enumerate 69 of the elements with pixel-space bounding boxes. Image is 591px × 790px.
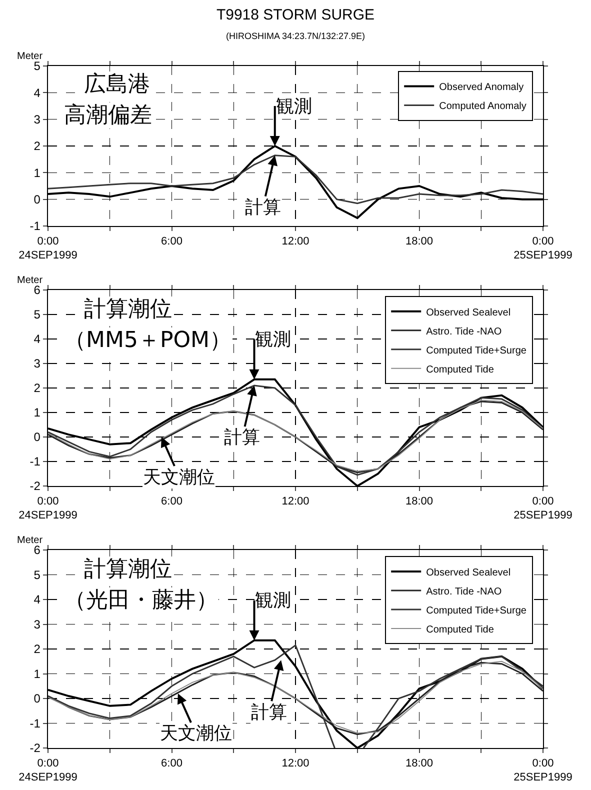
- x-tick-label: 6:00: [161, 495, 182, 508]
- x-tick-label: 18:00: [405, 235, 434, 248]
- legend-label: Observed Anomaly: [439, 82, 524, 94]
- annotation: 高潮偏差: [64, 103, 152, 128]
- y-tick-label: 6: [34, 543, 41, 558]
- y-tick-label: 4: [34, 332, 41, 346]
- y-tick-label: 1: [34, 166, 41, 180]
- y-tick-label: -2: [30, 479, 41, 494]
- y-tick-label: 3: [34, 112, 41, 127]
- x-tick-label: 0:00 24SEP1999: [18, 495, 78, 522]
- y-tick-label: 5: [34, 59, 41, 74]
- y-tick-label: 6: [34, 283, 41, 298]
- y-tick-label: 2: [34, 139, 41, 154]
- x-tick-label: 18:00: [405, 495, 434, 508]
- legend-label: Computed Tide+Surge: [426, 345, 527, 356]
- annotation: 計算: [224, 427, 260, 448]
- y-tick-label: 5: [34, 308, 41, 322]
- annotation: 計算潮位: [84, 557, 172, 582]
- y-tick-label: 4: [34, 86, 41, 100]
- annotation: 計算潮位: [84, 297, 172, 322]
- legend-label: Astro. Tide -NAO: [426, 326, 502, 338]
- y-tick-label: -1: [30, 716, 41, 730]
- annotation: 天文潮位: [143, 467, 215, 488]
- legend-label: Astro. Tide -NAO: [426, 586, 502, 598]
- x-tick-label: 12:00: [282, 495, 310, 508]
- x-tick-label: 12:00: [282, 235, 310, 248]
- annotation: 観測: [255, 329, 291, 350]
- y-tick-label: 1: [34, 666, 41, 681]
- annotation: 広島港: [84, 72, 150, 97]
- y-tick-label: 2: [34, 381, 41, 396]
- y-tick-label: 4: [34, 592, 41, 607]
- x-tick-label: 0:00 25SEP1999: [514, 757, 572, 784]
- legend-label: Computed Tide: [426, 364, 494, 376]
- annotation: 観測: [276, 96, 312, 117]
- x-tick-label: 0:00 24SEP1999: [18, 235, 78, 262]
- y-tick-label: 1: [34, 406, 41, 420]
- x-tick-label: 6:00: [161, 235, 182, 248]
- annotation: 天文潮位: [160, 723, 232, 744]
- y-tick-label: -1: [30, 454, 41, 469]
- legend-label: Observed Sealevel: [426, 567, 511, 578]
- legend-label: Computed Tide+Surge: [426, 605, 527, 616]
- chart-title: T9918 STORM SURGE: [216, 6, 375, 24]
- y-tick-label: -1: [30, 219, 41, 234]
- legend-label: Observed Sealevel: [426, 307, 511, 318]
- annotation: 計算: [251, 702, 287, 723]
- y-tick-label: 3: [34, 356, 41, 371]
- y-tick-label: 0: [34, 692, 41, 706]
- x-tick-label: 18:00: [405, 757, 434, 770]
- y-tick-label: 0: [34, 430, 41, 444]
- legend-label: Computed Tide: [426, 624, 494, 636]
- x-tick-label: 0:00 25SEP1999: [514, 235, 572, 262]
- legend-label: Computed Anomaly: [439, 101, 526, 112]
- y-axis-title: Meter: [17, 51, 44, 62]
- x-tick-label: 12:00: [282, 757, 310, 770]
- y-tick-label: 0: [34, 192, 41, 207]
- annotation: 計算: [245, 197, 281, 218]
- annotation: （MM5＋POM）: [64, 328, 232, 353]
- chart-subtitle: (HIROSHIMA 34:23.7N/132:27.9E): [226, 31, 366, 41]
- x-tick-label: 0:00 25SEP1999: [514, 495, 572, 522]
- x-tick-label: 6:00: [161, 757, 182, 770]
- annotation: （光田・藤井）: [64, 588, 218, 613]
- y-axis-title: Meter: [17, 535, 44, 546]
- y-tick-label: 5: [34, 568, 41, 582]
- y-tick-label: 2: [34, 642, 41, 656]
- x-tick-label: 0:00 24SEP1999: [18, 757, 78, 784]
- annotation: 観測: [255, 590, 291, 611]
- y-axis-title: Meter: [17, 275, 44, 286]
- y-tick-label: -2: [30, 741, 41, 756]
- y-tick-label: 3: [34, 617, 41, 632]
